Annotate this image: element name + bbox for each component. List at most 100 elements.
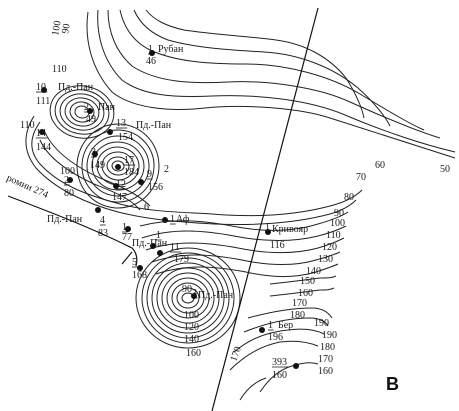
well-marker: 10 Пд.-Пан 111: [36, 82, 94, 107]
contour-line: [233, 328, 325, 353]
contour-line: [145, 9, 365, 119]
contour-value-label: 160: [318, 366, 333, 377]
contour-line: [25, 115, 357, 226]
contour-line: [69, 101, 95, 123]
contour-line: [151, 251, 341, 265]
contour-line: [155, 263, 339, 277]
contour-line: [166, 277, 210, 319]
fault-line: [7, 195, 138, 267]
well-number: 13: [116, 118, 126, 129]
well-value: 144: [36, 142, 51, 153]
contour-line: [43, 129, 151, 207]
well-dot: [125, 226, 131, 232]
contour-line: [111, 160, 125, 172]
contour-lines: [25, 9, 456, 401]
contour-value-label: 150: [300, 276, 315, 287]
well-name: Пд.-Пан: [198, 290, 234, 301]
contour-line: [106, 156, 130, 176]
well-marker: 1Пд.-Пан: [132, 230, 168, 249]
contour-value-label: 90: [334, 208, 344, 219]
well-name: Кривояр: [272, 224, 308, 235]
contour-value-label: 50: [440, 164, 450, 175]
well-number: 1: [148, 44, 153, 55]
well-number: 14: [36, 128, 46, 139]
contour-value-label: 120: [184, 322, 199, 333]
well-value: 160: [272, 370, 287, 381]
well-number: 1: [156, 230, 161, 241]
contour-value-label: 140: [184, 334, 199, 345]
well-number: 4: [100, 215, 105, 226]
well-marker: 4 Пд.-Пан 83: [47, 207, 108, 239]
contour-value-label: 90: [60, 23, 73, 35]
well-name: Бер: [278, 320, 293, 331]
well-value: 156: [148, 182, 163, 193]
well-name: Рубан: [158, 44, 184, 55]
contour-line: [269, 287, 335, 297]
contour-value-label: 80: [344, 192, 354, 203]
contour-line: [156, 267, 220, 329]
fault-label: ромни 274: [5, 173, 50, 201]
well-marker: 3 Пд.-Пан: [191, 288, 234, 301]
well-dot: [115, 164, 121, 170]
contour-value-label: 110: [326, 230, 341, 241]
well-dot: [41, 87, 47, 93]
contour-line: [243, 317, 329, 333]
well-marker: 1 Аф: [162, 214, 190, 225]
well-number: 1: [122, 222, 127, 233]
well-name: Пд.-Пан: [132, 238, 168, 249]
well-number: 1: [268, 320, 273, 331]
well-name: Пд.-Пан: [47, 214, 83, 225]
contour-line: [229, 340, 319, 371]
tick-label: 2: [164, 164, 169, 175]
well-dot: [157, 250, 163, 256]
well-marker: 280: [64, 175, 74, 199]
contour-line: [259, 362, 319, 393]
well-number: 9: [147, 169, 152, 180]
panel-letter: В: [386, 374, 399, 394]
well-dot: [149, 50, 155, 56]
contour-line: [107, 9, 441, 139]
well-number: 11: [170, 242, 180, 253]
contour-line: [64, 97, 100, 127]
contour-value-label: 120: [322, 242, 337, 253]
contour-value-label: 160: [298, 288, 313, 299]
contour-line: [135, 247, 241, 349]
contour-value-label: 160: [186, 348, 201, 359]
well-number: 10: [36, 82, 46, 93]
well-value: 168: [132, 270, 147, 281]
contour-value-label: 180: [320, 342, 335, 353]
well-dot: [138, 179, 144, 185]
contour-line: [247, 307, 333, 319]
contour-line: [86, 135, 150, 197]
well-value: 80: [64, 188, 74, 199]
contour-line: [59, 93, 105, 131]
well-name: Аф: [176, 214, 190, 225]
contour-line: [176, 287, 200, 309]
well-number: 3: [192, 288, 197, 299]
contour-value-label: 100: [184, 310, 199, 321]
contour-value-label: 100: [60, 166, 75, 177]
well-dot: [137, 265, 143, 271]
well-marker: 1 Кривояр 116: [265, 222, 308, 251]
contour-line: [151, 262, 225, 334]
contour-line: [86, 11, 456, 159]
well-value: 149: [90, 160, 105, 171]
well-dot: [113, 183, 119, 189]
well-dot: [162, 217, 168, 223]
well-number: 5: [132, 257, 137, 268]
well-number: 2: [84, 102, 89, 113]
well-value: 179: [174, 254, 189, 265]
well-value: 154: [118, 132, 133, 143]
contour-line: [76, 123, 160, 209]
